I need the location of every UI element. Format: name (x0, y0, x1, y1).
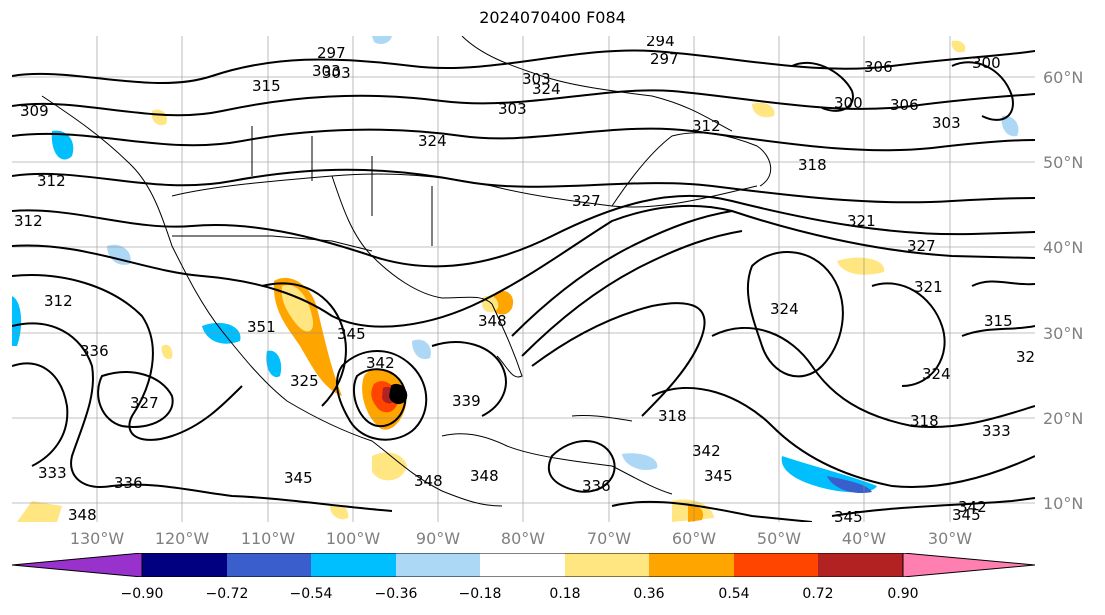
height-contours (11, 49, 1036, 523)
colorbar-extend-low (11, 552, 143, 578)
contour-label: 345 (834, 508, 863, 522)
contour-label: 336 (114, 474, 143, 492)
colorbar-segment (480, 553, 565, 577)
contour-label: 327 (130, 394, 159, 412)
contour-label: 348 (478, 312, 507, 330)
contour-label: 294 (646, 36, 675, 50)
contour-label: 309 (20, 102, 49, 120)
contour-label: 303 (498, 100, 527, 118)
colorbar-graphic (11, 552, 1036, 578)
colorbar (11, 552, 1036, 578)
lon-label-30w: 30°W (927, 529, 973, 548)
lon-label-70w: 70°W (586, 529, 632, 548)
shading-layer (12, 36, 1019, 522)
lon-label-110w: 110°W (240, 529, 296, 548)
contour-label: 315 (984, 312, 1013, 330)
colorbar-segment (734, 553, 818, 577)
contour-label: 345 (284, 469, 313, 487)
contour-label: 336 (582, 477, 611, 495)
lon-label-100w: 100°W (325, 529, 381, 548)
colorbar-segment (227, 553, 311, 577)
contour-label: 342 (958, 498, 987, 516)
contour-label: 324 (418, 132, 447, 150)
contour-label: 345 (337, 325, 366, 343)
contour-label: 324 (532, 80, 561, 98)
contour-label: 321 (847, 212, 876, 230)
contour-label: 348 (414, 472, 443, 490)
lat-label-40n: 40°N (1043, 238, 1084, 257)
lat-label-50n: 50°N (1043, 153, 1084, 172)
lon-label-90w: 90°W (415, 529, 461, 548)
contour-label: 300 (972, 54, 1001, 72)
colorbar-extend-high (902, 552, 1036, 578)
contour-label: 303 (312, 62, 341, 80)
contour-label: 342 (692, 442, 721, 460)
contour-label: 318 (910, 412, 939, 430)
contour-label: 318 (658, 407, 687, 425)
contour-label: 315 (252, 77, 281, 95)
contour-label: 345 (952, 506, 981, 522)
contour-label: 321 (914, 278, 943, 296)
colorbar-segment (565, 553, 649, 577)
lon-label-50w: 50°W (756, 529, 802, 548)
contour-label: 32 (1016, 348, 1035, 366)
colorbar-tick: −0.36 (374, 586, 418, 602)
colorbar-segment (818, 553, 903, 577)
colorbar-tick: −0.18 (458, 586, 502, 602)
colorbar-segment (311, 553, 396, 577)
contour-label: 303 (322, 64, 351, 82)
contour-label: 342 (366, 354, 395, 372)
lon-label-60w: 60°W (671, 529, 717, 548)
lon-label-130w: 130°W (69, 529, 125, 548)
colorbar-tick: 0.54 (718, 586, 750, 602)
contour-label: 327 (907, 237, 936, 255)
contour-label: 336 (80, 342, 109, 360)
lat-label-10n: 10°N (1043, 494, 1084, 513)
contour-label: 312 (37, 172, 66, 190)
contour-label: 348 (68, 506, 97, 522)
colorbar-tick: −0.90 (120, 586, 164, 602)
contour-label: 351 (247, 318, 276, 336)
map-canvas: 297 303 315 309 312 312 312 336 327 333 … (11, 32, 1036, 526)
contour-label: 345 (704, 467, 733, 485)
contour-label: 297 (650, 50, 679, 68)
colorbar-tick: −0.54 (289, 586, 333, 602)
lat-label-20n: 20°N (1043, 409, 1084, 428)
lon-label-120w: 120°W (154, 529, 210, 548)
contour-label: 312 (44, 292, 73, 310)
colorbar-segment (649, 553, 734, 577)
lon-label-40w: 40°W (841, 529, 887, 548)
lat-label-60n: 60°N (1043, 68, 1084, 87)
contour-label: 312 (692, 117, 721, 135)
contour-label: 303 (522, 70, 551, 88)
contour-label: 348 (470, 467, 499, 485)
graticule (12, 36, 1035, 522)
lon-label-80w: 80°W (500, 529, 546, 548)
contour-label: 325 (290, 372, 319, 390)
colorbar-tick: 0.36 (633, 586, 665, 602)
contour-label: 306 (890, 96, 919, 114)
contour-label: 303 (932, 114, 961, 132)
contour-labels: 297 303 315 309 312 312 312 336 327 333 … (14, 32, 1035, 526)
colorbar-tick: 0.90 (887, 586, 919, 602)
contour-label: 327 (572, 192, 601, 210)
contour-label: 297 (317, 44, 346, 62)
contour-label: 300 (834, 94, 863, 112)
colorbar-tick: 0.72 (802, 586, 834, 602)
map-panel: 297 303 315 309 312 312 312 336 327 333 … (11, 32, 1036, 526)
contour-label: 324 (922, 365, 951, 383)
colorbar-tick: −0.72 (205, 586, 249, 602)
colorbar-tick: 0.18 (549, 586, 581, 602)
contour-label: 324 (770, 300, 799, 318)
colorbar-segment (396, 553, 480, 577)
colorbar-segment (142, 553, 227, 577)
lat-label-30n: 30°N (1043, 324, 1084, 343)
contour-label: 312 (14, 212, 43, 230)
contour-label: 318 (798, 156, 827, 174)
contour-label: 306 (864, 58, 893, 76)
map-title: 2024070400 F084 (479, 8, 626, 27)
contour-label: 333 (982, 422, 1011, 440)
contour-label: 333 (38, 464, 67, 482)
contour-label: 339 (452, 392, 481, 410)
